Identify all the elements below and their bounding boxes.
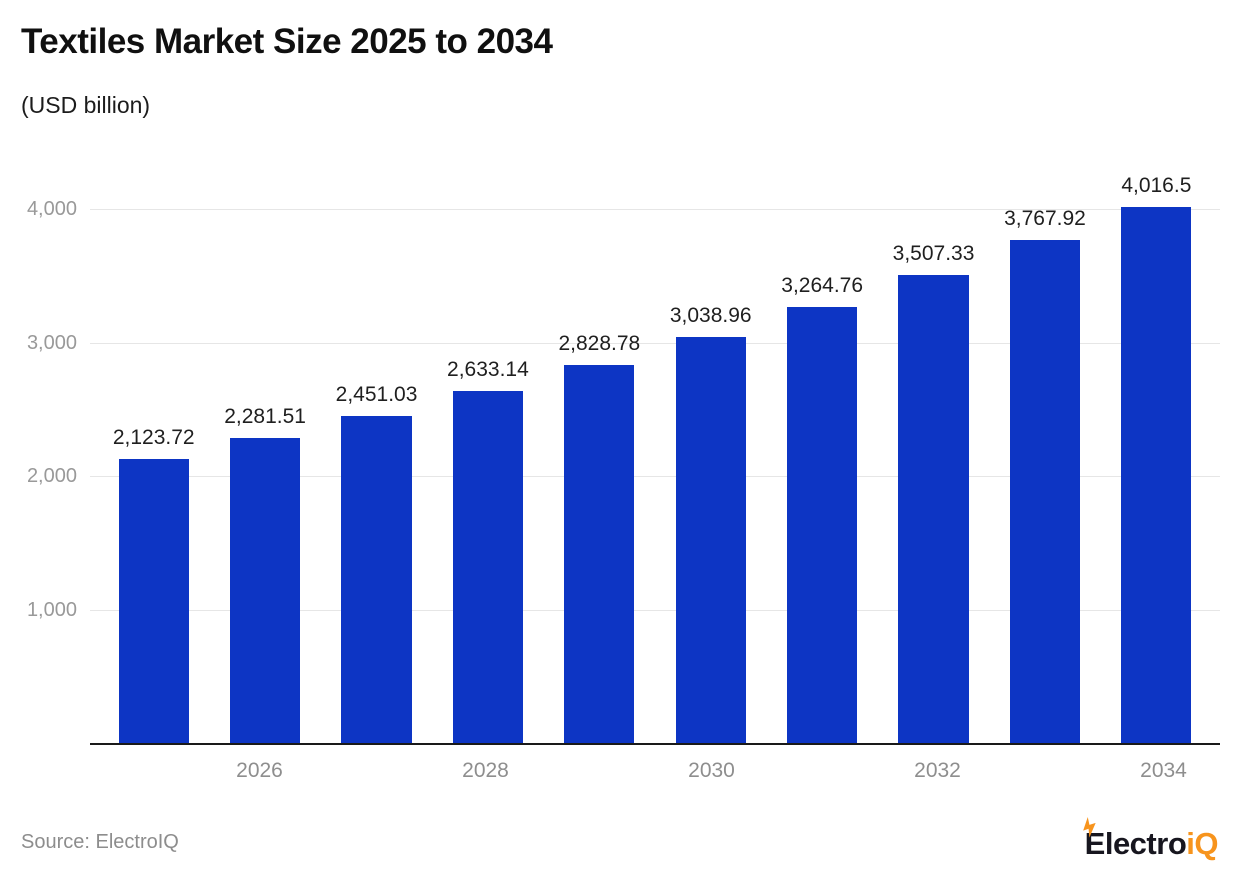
bar-slot: 2,633.14 <box>432 209 543 743</box>
bar-value-label: 2,123.72 <box>112 426 195 450</box>
lightning-bolt-icon <box>1082 817 1096 838</box>
bar-2034 <box>1121 206 1192 743</box>
bar-2028 <box>452 391 523 743</box>
logo-dark-text: Electro <box>1082 817 1187 861</box>
bar-value-label: 2,451.03 <box>335 382 418 406</box>
bar-2027 <box>341 415 412 743</box>
bar-slot: 2,281.51 <box>209 209 320 743</box>
gridline <box>90 609 1220 611</box>
bar-value-label: 2,633.14 <box>447 358 529 382</box>
gridline <box>90 342 1220 344</box>
bar-value-label: 2,281.51 <box>224 405 306 429</box>
bar-2030 <box>675 337 746 743</box>
plot-area: 2,123.72 2,281.51 2,451.03 2,633.14 2,828.78… <box>27 174 1220 782</box>
bar-2026 <box>230 438 301 743</box>
gridline <box>90 476 1220 477</box>
bar-slot: 3,507.33 <box>878 209 989 743</box>
bar-value-label: 2,828.78 <box>558 332 641 356</box>
bar-slot: 2,451.03 <box>321 209 432 743</box>
y-tick-label: 3,000 <box>26 331 77 354</box>
chart-title: Textiles Market Size 2025 to 2034 <box>21 22 553 61</box>
bar-value-label: 3,264.76 <box>781 274 864 298</box>
bar-slot: 3,767.92 <box>989 206 1100 743</box>
gridline <box>90 209 1220 210</box>
bar-value-label: 4,016.5 <box>1121 173 1192 197</box>
bars-group: 2,123.72 2,281.51 2,451.03 2,633.14 2,828.78… <box>90 174 1220 743</box>
bar-slot: 3,264.76 <box>766 209 877 743</box>
bar-2031 <box>787 307 858 743</box>
y-tick-label: 1,000 <box>26 598 77 621</box>
bar-2032 <box>898 274 969 743</box>
bar-value-label: 3,507.33 <box>892 241 975 265</box>
chart-units-subtitle: (USD billion) <box>21 92 151 118</box>
x-tick-label: 2030 <box>688 759 735 782</box>
x-tick-label: 2032 <box>914 759 961 782</box>
bar-slot: 4,016.5 <box>1101 174 1212 743</box>
brand-logo: ElectroiQ <box>1082 817 1218 864</box>
x-axis-line <box>90 743 1220 745</box>
bar-slot: 3,038.96 <box>655 209 766 743</box>
bar-value-label: 3,767.92 <box>1004 206 1086 230</box>
source-note: Source: ElectroIQ <box>21 831 179 853</box>
bar-value-label: 3,038.96 <box>669 304 752 328</box>
y-tick-label: 2,000 <box>26 465 77 487</box>
y-tick-label: 4,000 <box>26 198 77 220</box>
x-tick-label: 2034 <box>1140 759 1187 782</box>
bar-slot: 2,828.78 <box>544 209 655 743</box>
logo-accent-text: iQ <box>1186 826 1218 861</box>
bar-2025 <box>118 459 189 743</box>
bar-2029 <box>564 365 635 743</box>
x-tick-label: 2028 <box>462 759 509 782</box>
bar-slot: 2,123.72 <box>98 209 209 743</box>
x-tick-label: 2026 <box>236 759 283 782</box>
bar-2033 <box>1009 239 1081 743</box>
